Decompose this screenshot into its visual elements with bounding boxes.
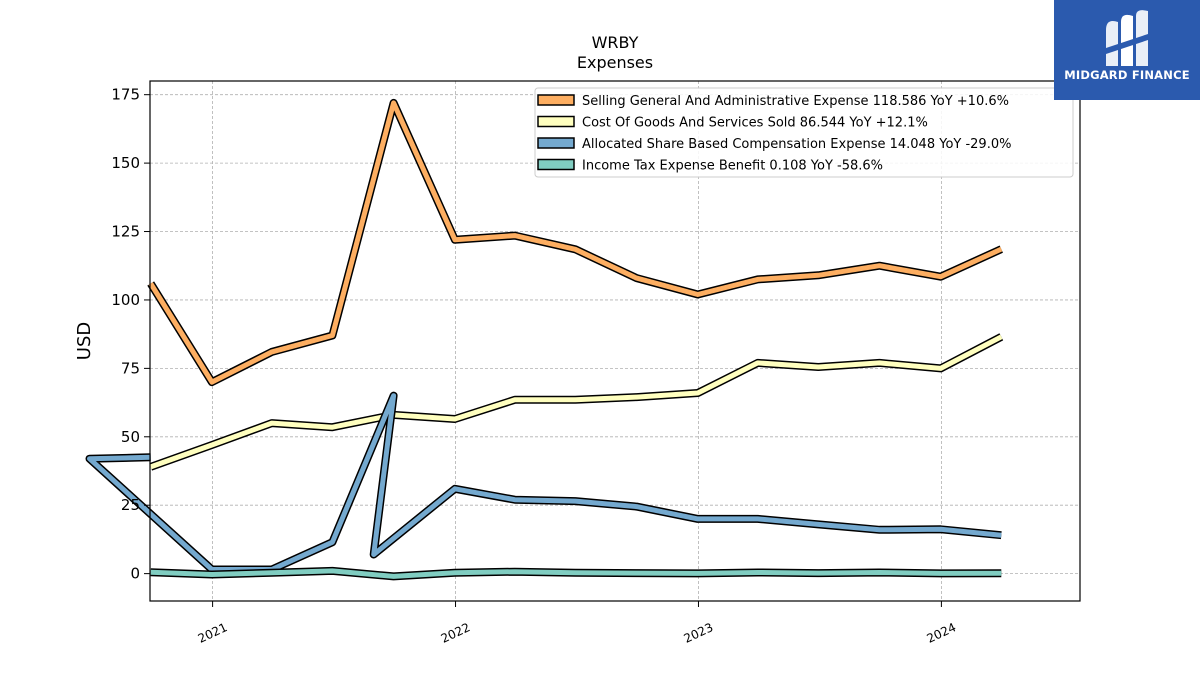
y-tick-label: 0 bbox=[130, 565, 140, 583]
legend-swatch bbox=[537, 115, 575, 128]
legend-entry: Cost Of Goods And Services Sold 86.544 Y… bbox=[582, 116, 928, 131]
y-axis: 0 25 50 75 100 125 150 175 bbox=[111, 86, 150, 583]
legend-swatch bbox=[537, 158, 575, 171]
series-line bbox=[148, 100, 1003, 385]
x-tick-label: 2024 bbox=[925, 620, 959, 646]
series-line bbox=[149, 334, 1003, 470]
y-tick-label: 50 bbox=[121, 428, 140, 446]
x-axis: 2021 2022 2023 2024 bbox=[196, 601, 958, 646]
legend-entry: Selling General And Administrative Expen… bbox=[582, 94, 1009, 109]
plot-frame bbox=[149, 80, 1081, 602]
midgard-finance-logo: MIDGARD FINANCE bbox=[1054, 0, 1200, 100]
x-tick-label: 2021 bbox=[196, 620, 230, 646]
legend-swatch bbox=[537, 94, 575, 106]
series-line bbox=[150, 568, 1002, 579]
chart-subtitle: Expenses bbox=[577, 53, 653, 72]
logo-text: MIDGARD FINANCE bbox=[1064, 68, 1190, 82]
legend-entry: Allocated Share Based Compensation Expen… bbox=[582, 137, 1011, 152]
y-tick-label: 25 bbox=[121, 496, 140, 514]
legend-entry: Income Tax Expense Benefit 0.108 YoY -58… bbox=[582, 159, 883, 174]
legend-swatch bbox=[537, 137, 575, 149]
x-tick-label: 2023 bbox=[682, 620, 716, 646]
y-tick-label: 100 bbox=[111, 291, 140, 309]
x-tick-label: 2022 bbox=[439, 620, 473, 646]
y-tick-label: 75 bbox=[121, 359, 140, 377]
legend: Selling General And Administrative Expen… bbox=[534, 87, 1074, 178]
y-tick-label: 175 bbox=[111, 86, 140, 104]
series-outline bbox=[85, 391, 1002, 574]
chart-title: WRBY bbox=[592, 33, 639, 52]
y-tick-label: 150 bbox=[111, 154, 140, 172]
series-layer bbox=[85, 98, 1004, 581]
series-line bbox=[87, 393, 1002, 572]
logo-mark-icon bbox=[1106, 10, 1148, 67]
y-tick-label: 125 bbox=[111, 223, 140, 241]
legend-box bbox=[534, 87, 1074, 178]
y-axis-label: USD bbox=[74, 322, 95, 360]
